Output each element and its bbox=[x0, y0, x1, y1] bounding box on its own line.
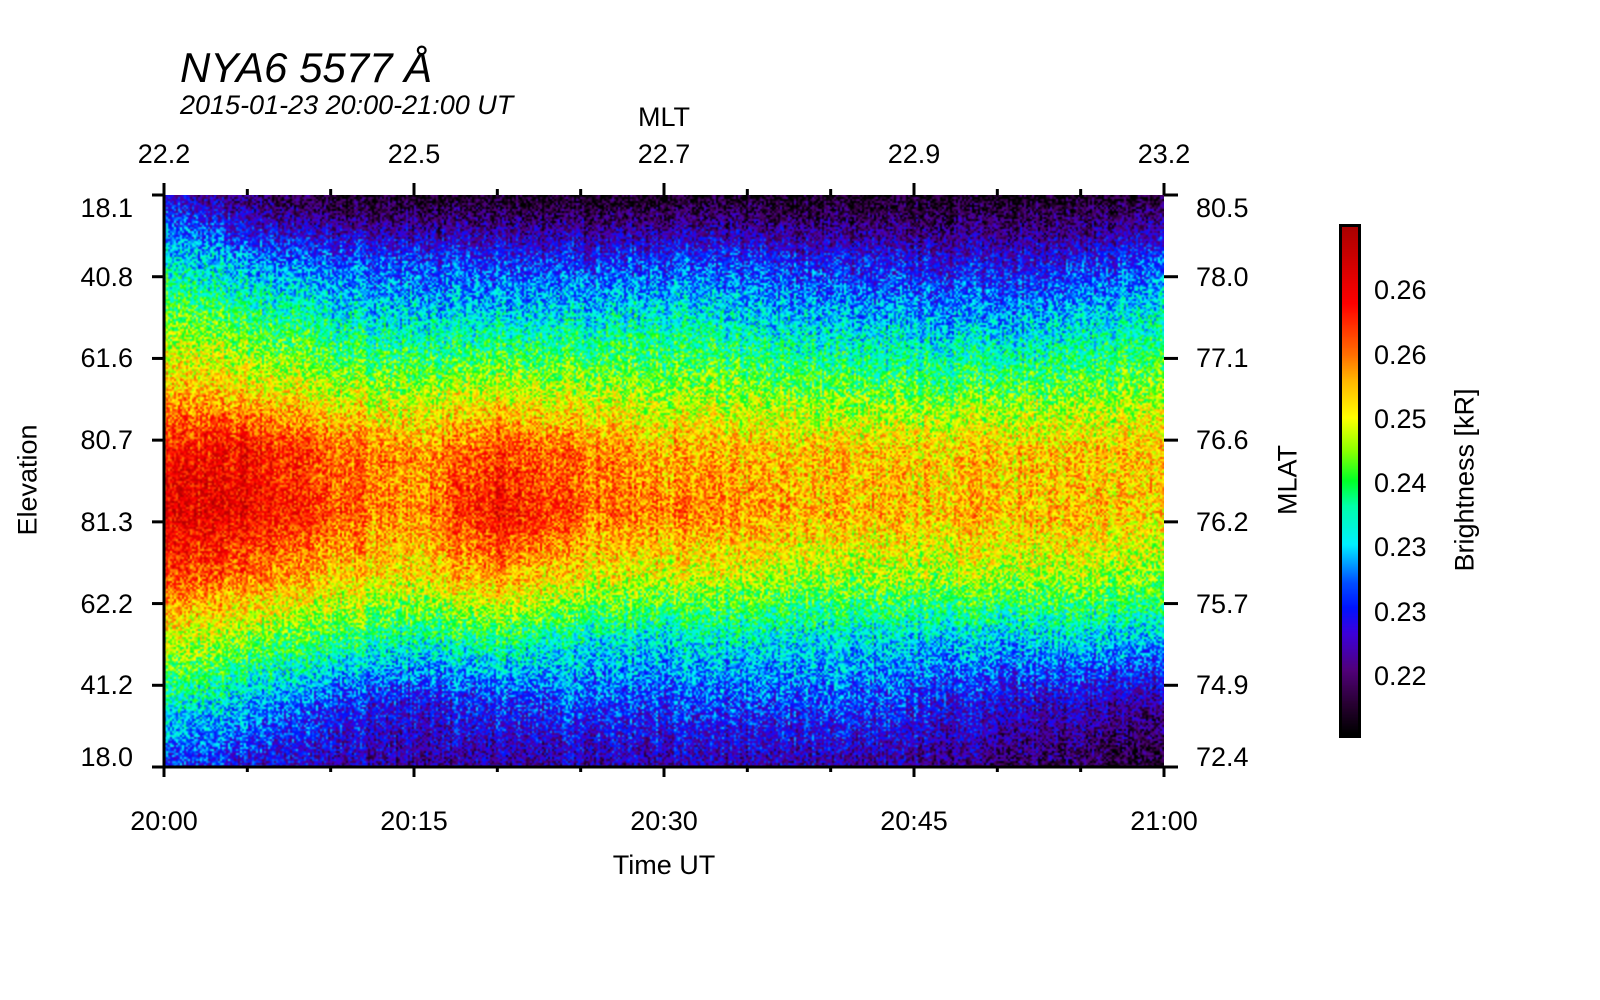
y-tick-label: 80.7 bbox=[80, 425, 133, 456]
top-x-tick-label: 22.9 bbox=[887, 139, 941, 169]
right-y-tick-label: 76.6 bbox=[1196, 425, 1249, 456]
colorbar-tick-label: 0.24 bbox=[1374, 468, 1427, 498]
colorbar-tick-label: 0.23 bbox=[1374, 596, 1427, 627]
x-axis-label: Time UT bbox=[612, 850, 716, 880]
chart-title: NYA6 5577 Å bbox=[180, 44, 433, 91]
top-x-tick-label: 22.7 bbox=[637, 139, 691, 169]
top-x-tick-label: 23.2 bbox=[1137, 139, 1191, 169]
top-x-tick-label: 22.5 bbox=[387, 139, 441, 169]
colorbar-gradient bbox=[1342, 227, 1358, 735]
right-y-tick-label: 78.0 bbox=[1196, 261, 1249, 292]
chart-subtitle: 2015-01-23 20:00-21:00 UT bbox=[180, 90, 514, 120]
keogram-heatmap bbox=[164, 195, 1164, 767]
right-y-tick-label: 77.1 bbox=[1196, 343, 1249, 374]
y-tick-label: 61.6 bbox=[80, 343, 133, 374]
right-y-tick-label: 75.7 bbox=[1196, 588, 1249, 619]
y-tick-label: 18.1 bbox=[80, 193, 133, 223]
y-tick-label: 40.8 bbox=[80, 261, 133, 292]
right-y-tick-label: 74.9 bbox=[1196, 670, 1249, 701]
right-y-tick-label: 76.2 bbox=[1196, 506, 1249, 537]
y-tick-label: 41.2 bbox=[80, 670, 133, 701]
colorbar-tick-label: 0.26 bbox=[1374, 275, 1427, 306]
y-tick-label: 62.2 bbox=[80, 588, 133, 619]
right-y-tick-label: 80.5 bbox=[1196, 193, 1249, 223]
x-tick-label: 20:15 bbox=[380, 806, 448, 836]
top-axis-label: MLT bbox=[638, 102, 690, 132]
y-tick-label: 81.3 bbox=[80, 506, 133, 537]
heatmap-canvas bbox=[164, 195, 1164, 767]
colorbar-tick-label: 0.23 bbox=[1374, 532, 1427, 563]
x-tick-label: 20:45 bbox=[880, 806, 948, 836]
x-tick-label: 20:30 bbox=[630, 806, 698, 836]
right-y-tick-label: 72.4 bbox=[1196, 742, 1249, 772]
colorbar-tick-label: 0.26 bbox=[1374, 339, 1427, 370]
colorbar bbox=[1339, 224, 1361, 738]
top-x-tick-label: 22.2 bbox=[137, 139, 191, 169]
colorbar-tick-label: 0.22 bbox=[1374, 660, 1427, 691]
y-tick-label: 18.0 bbox=[80, 742, 133, 772]
colorbar-tick-label: 0.25 bbox=[1374, 403, 1427, 434]
x-tick-label: 21:00 bbox=[1130, 806, 1198, 836]
x-tick-label: 20:00 bbox=[130, 806, 198, 836]
